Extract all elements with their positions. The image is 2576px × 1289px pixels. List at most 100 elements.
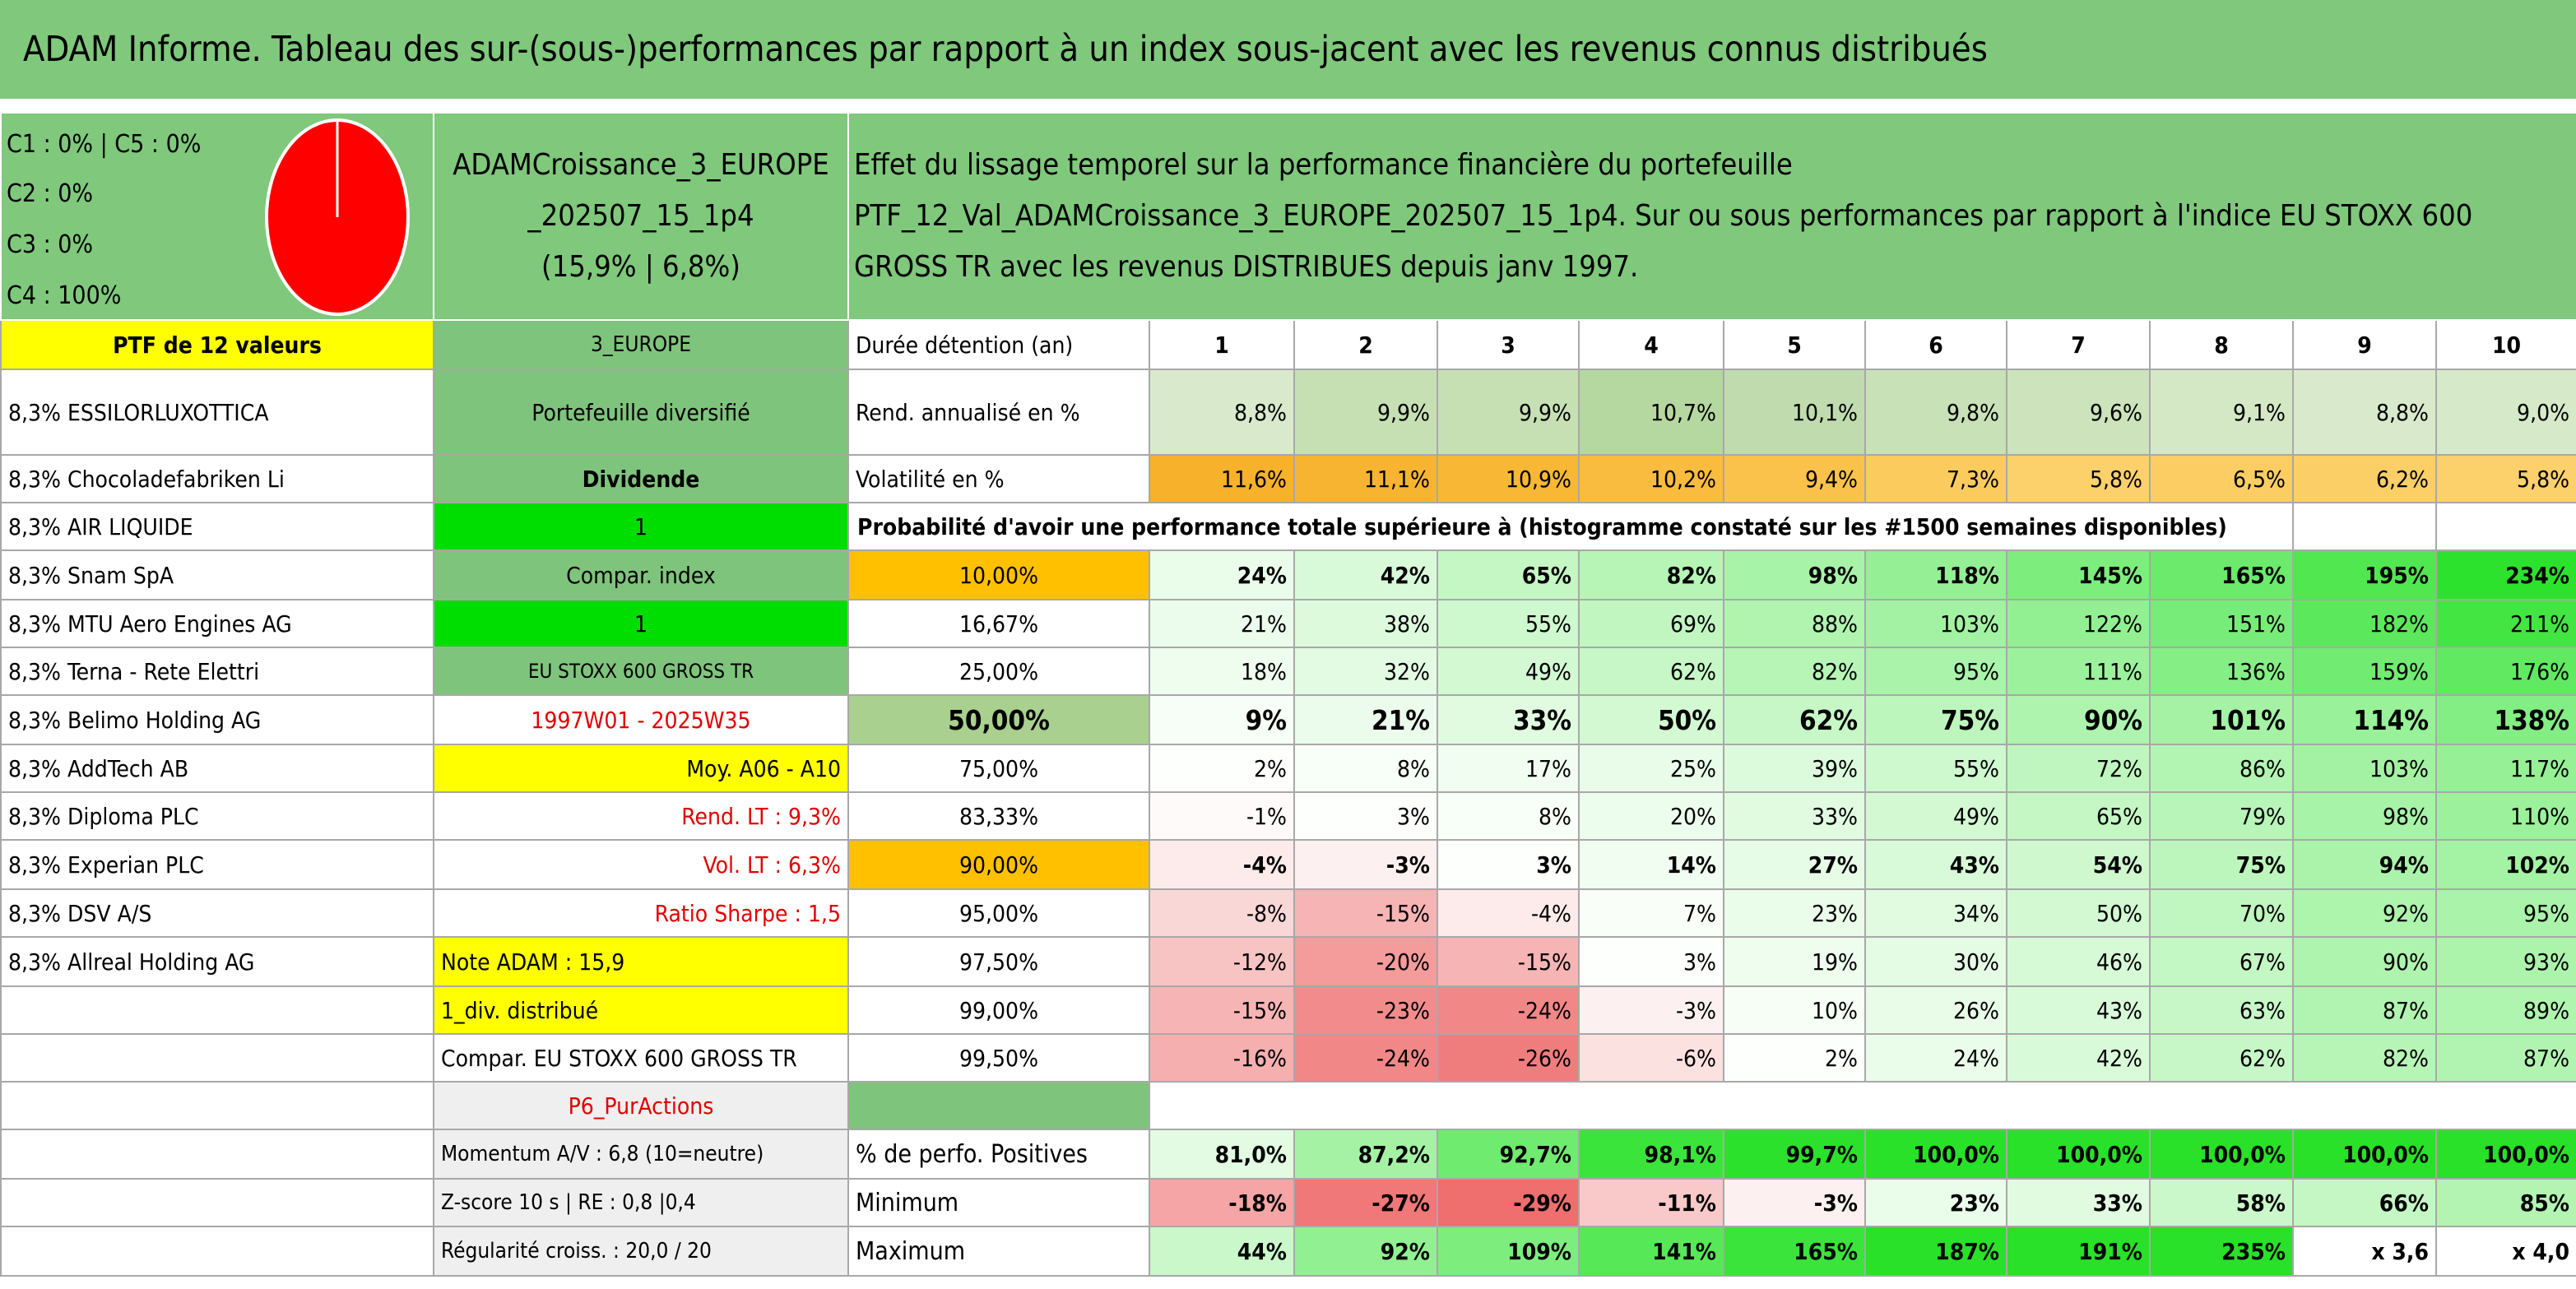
value-cell: 55%: [1437, 599, 1580, 648]
value-cell: 33%: [1437, 694, 1580, 745]
empty-cell: [847, 1081, 1150, 1130]
value-cell: 9,9%: [1437, 369, 1580, 456]
empty-cell: [0, 1033, 434, 1083]
value-cell: 98,1%: [1578, 1129, 1724, 1180]
value-cell: 9,6%: [2006, 369, 2151, 456]
value-cell: 87%: [2292, 985, 2437, 1035]
value-cell: 21%: [1149, 599, 1295, 648]
value-cell: 26%: [1864, 985, 2007, 1035]
value-cell: 9,9%: [1293, 369, 1438, 456]
value-cell: 182%: [2292, 599, 2437, 648]
summary-cell: C1 : 0% | C5 : 0% C2 : 0% C3 : 0% C4 : 1…: [0, 112, 434, 321]
value-cell: 114%: [2292, 694, 2437, 745]
value-cell: 8%: [1437, 791, 1580, 841]
setting: Ratio Sharpe : 1,5: [433, 888, 849, 938]
value-cell: 176%: [2434, 647, 2576, 696]
value-cell: 87,2%: [1293, 1129, 1438, 1180]
value-cell: 14%: [1578, 839, 1724, 890]
table-row: PTF de 12 valeurs 3_EUROPE Durée détention…: [0, 319, 2576, 370]
holding: 8,3% DSV A/S: [0, 888, 434, 938]
table-row: P6_PurActions: [0, 1081, 2576, 1130]
empty-cell: [2434, 502, 2576, 551]
value-cell: 136%: [2149, 647, 2294, 696]
value-cell: 159%: [2292, 647, 2437, 696]
value-cell: 10,2%: [1578, 454, 1724, 503]
value-cell: 38%: [1293, 599, 1438, 648]
quantile-label: 99,00%: [847, 985, 1150, 1035]
value-cell: -18%: [1149, 1178, 1295, 1227]
value-cell: 5,8%: [2434, 454, 2576, 503]
value-cell: 100,0%: [2292, 1129, 2437, 1180]
value-cell: 90%: [2006, 694, 2151, 745]
setting: Momentum A/V : 6,8 (10=neutre): [433, 1129, 849, 1180]
value-cell: 5,8%: [2006, 454, 2151, 503]
value-cell: -23%: [1293, 985, 1438, 1035]
portfolio-label: PTF de 12 valeurs: [0, 319, 434, 370]
value-cell: 9,1%: [2149, 369, 2294, 456]
value-cell: 117%: [2434, 744, 2576, 793]
empty-cell: [0, 1081, 434, 1130]
holding: 8,3% AIR LIQUIDE: [0, 502, 434, 551]
value-cell: 98%: [1723, 549, 1866, 600]
value-cell: 8,8%: [2292, 369, 2437, 456]
value-cell: 2%: [1723, 1033, 1866, 1083]
row-label: Rend. annualisé en %: [847, 369, 1150, 456]
quantile-label: 83,33%: [847, 791, 1150, 841]
table-row: 8,3% Chocoladefabriken Li Dividende Volati…: [0, 454, 2576, 503]
row-label: Durée détention (an): [847, 319, 1150, 370]
value-cell: 211%: [2434, 599, 2576, 648]
value-cell: 9,4%: [1723, 454, 1866, 503]
empty-cell: [0, 1129, 434, 1180]
holding: 8,3% Terna - Rete Elettri: [0, 647, 434, 696]
value-cell: 79%: [2149, 791, 2294, 841]
table-row: Compar. EU STOXX 600 GROSS TR 99,50% -16% -…: [0, 1033, 2576, 1083]
value-cell: -16%: [1149, 1033, 1295, 1083]
table-row: 8,3% MTU Aero Engines AG 1 16,67% 21% 38% 55%…: [0, 599, 2576, 648]
empty-cell: [0, 985, 434, 1035]
value-cell: 11,6%: [1149, 454, 1295, 503]
table-row: 8,3% Experian PLC Vol. LT : 6,3% 90,00% -4%…: [0, 839, 2576, 890]
value-cell: -12%: [1149, 936, 1295, 987]
value-cell: 100,0%: [2434, 1129, 2576, 1180]
value-cell: x 4,0: [2434, 1226, 2576, 1277]
value-cell: 42%: [2006, 1033, 2151, 1083]
table-row: 8,3% AddTech AB Moy. A06 - A10 75,00% 2% 8% 1…: [0, 744, 2576, 793]
value-cell: 58%: [2149, 1178, 2294, 1227]
value-cell: 25%: [1578, 744, 1724, 793]
value-cell: 10,9%: [1437, 454, 1580, 503]
value-cell: 42%: [1293, 549, 1438, 600]
value-cell: 3%: [1293, 791, 1438, 841]
table-row: 8,3% ESSILORLUXOTTICA Portefeuille divers…: [0, 369, 2576, 456]
value-cell: 3%: [1437, 839, 1580, 890]
value-cell: 99,7%: [1723, 1129, 1866, 1180]
value-cell: 138%: [2434, 694, 2576, 745]
value-cell: 89%: [2434, 985, 2576, 1035]
value-cell: 141%: [1578, 1226, 1724, 1277]
portfolio-line: (15,9% | 6,8%): [541, 250, 740, 284]
year-header: 7: [2006, 319, 2151, 370]
portfolio-cell: ADAMCroissance_3_EUROPE _202507_15_1p4 (…: [433, 112, 849, 321]
portfolio-line: ADAMCroissance_3_EUROPE: [453, 148, 829, 182]
value-cell: 92%: [2292, 888, 2437, 938]
value-cell: 30%: [1864, 936, 2007, 987]
value-cell: -3%: [1723, 1178, 1866, 1227]
value-cell: 82%: [2292, 1033, 2437, 1083]
value-cell: 111%: [2006, 647, 2151, 696]
value-cell: 95%: [2434, 888, 2576, 938]
value-cell: 43%: [1864, 839, 2007, 890]
quantile-label: 97,50%: [847, 936, 1150, 987]
value-cell: 151%: [2149, 599, 2294, 648]
value-cell: 165%: [1723, 1226, 1866, 1277]
report-title: ADAM Informe. Tableau des sur-(sous-)per…: [0, 0, 2576, 99]
value-cell: 33%: [2006, 1178, 2151, 1227]
value-cell: 93%: [2434, 936, 2576, 987]
empty-cell: [0, 1178, 434, 1227]
value-cell: 118%: [1864, 549, 2007, 600]
quantile-label: 50,00%: [847, 694, 1150, 745]
value-cell: 23%: [1723, 888, 1866, 938]
value-cell: 49%: [1864, 791, 2007, 841]
table-row: 8,3% AIR LIQUIDE 1 Probabilité d'avoir une…: [0, 502, 2576, 551]
value-cell: 145%: [2006, 549, 2151, 600]
summary-line: C1 : 0% | C5 : 0%: [7, 130, 202, 159]
